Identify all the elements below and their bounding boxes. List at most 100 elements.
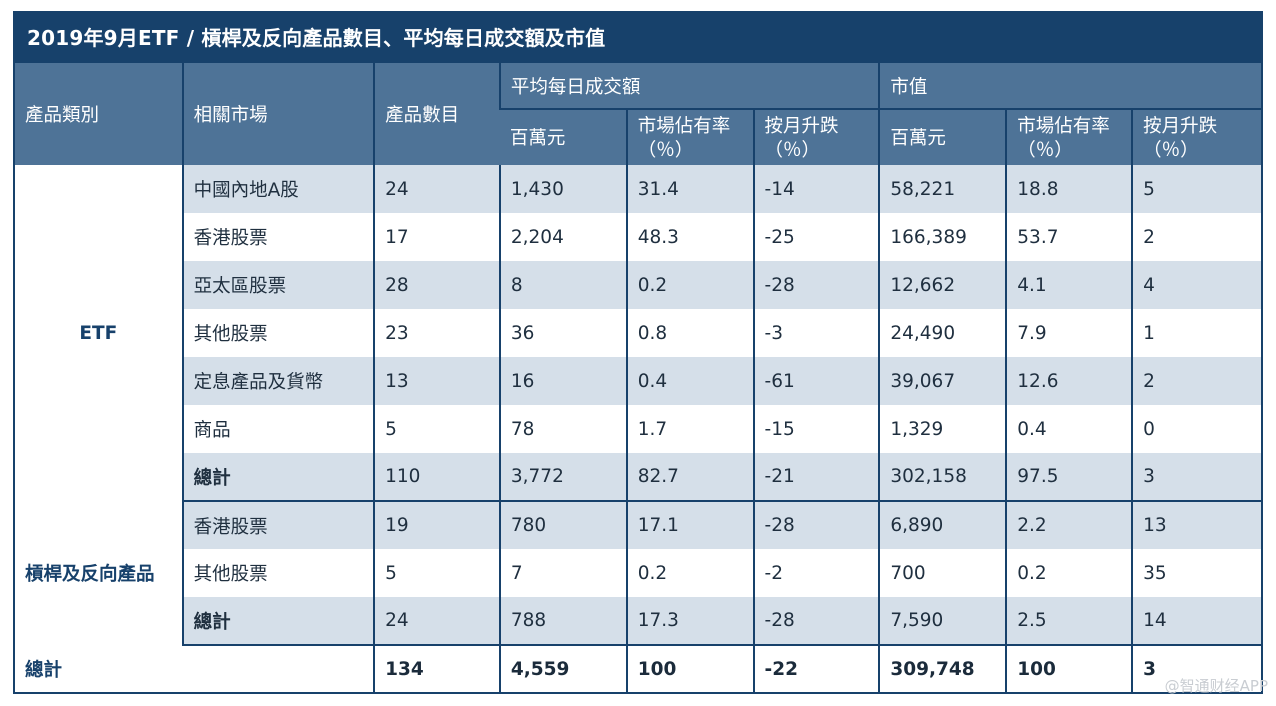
adt-cell: 2,204 (498, 213, 627, 261)
table-row: 定息產品及貨幣 13 16 0.4 -61 39,067 12.6 2 (15, 357, 1261, 405)
mcap-mom-cell: 3 (1131, 453, 1261, 502)
header-adt: 平均每日成交額 (498, 63, 880, 110)
mcap-mom-cell: 4 (1131, 261, 1261, 309)
mcap-share-cell: 18.8 (1005, 165, 1133, 213)
adt-share-cell: 0.4 (625, 357, 754, 405)
table-title: 2019年9月ETF / 槓桿及反向產品數目、平均每日成交額及市值 (15, 13, 1261, 63)
count-cell: 24 (373, 597, 500, 646)
grand-total-label: 總計 (25, 660, 63, 681)
adt-mom-cell: -14 (752, 165, 880, 213)
header-mcap: 市值 (878, 63, 1261, 110)
grand-total-mcap: 309,748 (878, 645, 1007, 692)
mcap-cell: 6,890 (878, 501, 1007, 549)
market-cell: 定息產品及貨幣 (181, 357, 375, 405)
header-market: 相關市場 (181, 63, 375, 165)
grand-total-row: 總計 134 4,559 100 -22 309,748 100 3 (15, 645, 1261, 692)
count-cell: 24 (373, 165, 500, 213)
mcap-mom-cell: 1 (1131, 309, 1261, 357)
adt-share-cell: 48.3 (625, 213, 754, 261)
mcap-mom-cell: 13 (1131, 501, 1261, 549)
adt-share-cell: 17.3 (625, 597, 754, 646)
header-adt-mom: 按月升跌（％） (752, 109, 880, 165)
market-cell: 總計 (181, 453, 375, 502)
table-row: 香港股票 17 2,204 48.3 -25 166,389 53.7 2 (15, 213, 1261, 261)
header-adt-hkd: 百萬元 (499, 109, 627, 165)
grand-total-count: 134 (373, 645, 500, 692)
mcap-share-cell: 53.7 (1005, 213, 1133, 261)
table-row: 商品 5 78 1.7 -15 1,329 0.4 0 (15, 405, 1261, 453)
mcap-cell: 302,158 (878, 453, 1007, 502)
mcap-share-cell: 97.5 (1005, 453, 1133, 502)
grand-total-mcap-share: 100 (1005, 645, 1133, 692)
mcap-mom-cell: 5 (1131, 165, 1261, 213)
adt-cell: 8 (498, 261, 627, 309)
adt-cell: 780 (498, 501, 627, 549)
header-count: 產品數目 (373, 63, 500, 165)
count-cell: 5 (373, 405, 500, 453)
mcap-share-cell: 2.5 (1005, 597, 1133, 646)
mcap-cell: 12,662 (878, 261, 1007, 309)
etf-table: 產品類別 相關市場 產品數目 平均每日成交額 市值 百萬元 市場佔有率（％） 按… (15, 63, 1261, 692)
adt-cell: 78 (498, 405, 627, 453)
table-row: 總計 24 788 17.3 -28 7,590 2.5 14 (15, 597, 1261, 646)
grand-total-adt-mom: -22 (752, 645, 880, 692)
table-row: ETF 中國內地A股 24 1,430 31.4 -14 58,221 18.8 5 (15, 165, 1261, 501)
mcap-cell: 166,389 (878, 213, 1007, 261)
mcap-cell: 7,590 (878, 597, 1007, 646)
header-adt-share: 市場佔有率（％） (625, 109, 754, 165)
header-category: 產品類別 (15, 63, 183, 165)
table-row: 其他股票 23 36 0.8 -3 24,490 7.9 1 (15, 309, 1261, 357)
category-cell: ETF (15, 165, 184, 501)
adt-mom-cell: -28 (752, 501, 880, 549)
mcap-share-cell: 2.2 (1005, 501, 1133, 549)
count-cell: 17 (373, 213, 500, 261)
mcap-mom-cell: 2 (1131, 213, 1261, 261)
market-cell: 中國內地A股 (181, 165, 375, 213)
count-cell: 23 (373, 309, 500, 357)
watermark: @智通财经APP (1164, 677, 1268, 695)
adt-share-cell: 82.7 (625, 453, 754, 502)
table-row: 亞太區股票 28 8 0.2 -28 12,662 4.1 4 (15, 261, 1261, 309)
grand-total-mcap-mom: 3 (1131, 645, 1261, 692)
grand-total-adt-share: 100 (625, 645, 754, 692)
grand-total-adt: 4,559 (498, 645, 627, 692)
mcap-share-cell: 0.2 (1005, 549, 1133, 597)
adt-mom-cell: -28 (752, 261, 880, 309)
adt-mom-cell: -25 (752, 213, 880, 261)
market-cell: 香港股票 (181, 213, 375, 261)
category-cell: 槓桿及反向產品 (15, 501, 184, 645)
adt-share-cell: 0.8 (625, 309, 754, 357)
adt-mom-cell: -3 (752, 309, 880, 357)
mcap-mom-cell: 35 (1131, 549, 1261, 597)
market-cell: 總計 (181, 597, 375, 646)
adt-mom-cell: -21 (752, 453, 880, 502)
market-cell: 亞太區股票 (181, 261, 375, 309)
mcap-cell: 58,221 (878, 165, 1007, 213)
mcap-mom-cell: 2 (1131, 357, 1261, 405)
adt-mom-cell: -2 (752, 549, 880, 597)
count-cell: 13 (373, 357, 500, 405)
count-cell: 19 (373, 501, 500, 549)
adt-cell: 16 (498, 357, 627, 405)
adt-mom-cell: -61 (752, 357, 880, 405)
mcap-mom-cell: 0 (1131, 405, 1261, 453)
adt-share-cell: 31.4 (625, 165, 754, 213)
adt-mom-cell: -15 (752, 405, 880, 453)
table-body: ETF 中國內地A股 24 1,430 31.4 -14 58,221 18.8 5 香港股票 17… (15, 165, 1261, 692)
adt-cell: 36 (498, 309, 627, 357)
adt-cell: 3,772 (498, 453, 627, 502)
count-cell: 28 (373, 261, 500, 309)
mcap-mom-cell: 14 (1131, 597, 1261, 646)
mcap-cell: 39,067 (878, 357, 1007, 405)
market-cell: 其他股票 (181, 549, 375, 597)
mcap-cell: 1,329 (878, 405, 1007, 453)
header-mcap-share: 市場佔有率（％） (1005, 109, 1133, 165)
table-row: 總計 110 3,772 82.7 -21 302,158 97.5 3 (15, 453, 1261, 502)
market-cell: 商品 (181, 405, 375, 453)
adt-share-cell: 17.1 (625, 501, 754, 549)
count-cell: 110 (373, 453, 500, 502)
market-cell: 其他股票 (181, 309, 375, 357)
mcap-share-cell: 4.1 (1005, 261, 1133, 309)
header-mcap-mom: 按月升跌（％） (1131, 109, 1261, 165)
adt-cell: 1,430 (498, 165, 627, 213)
